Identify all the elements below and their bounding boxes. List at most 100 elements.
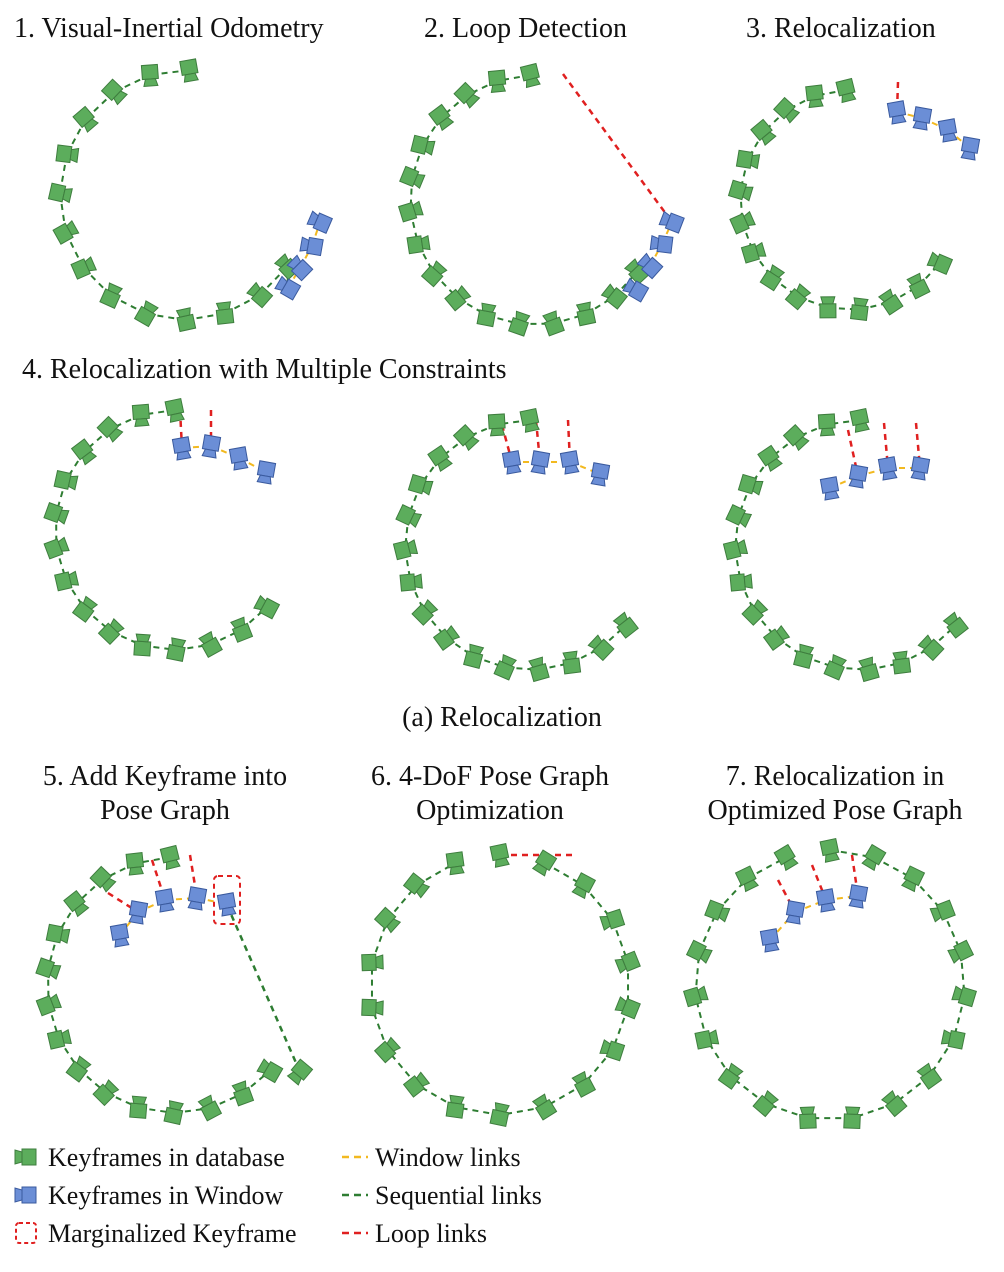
- keyframe-window-icon: [960, 136, 981, 161]
- keyframe-database-icon: [571, 1070, 597, 1098]
- keyframe-database-icon: [72, 105, 99, 133]
- keyframe-database-icon: [892, 650, 912, 675]
- keyframe-database-icon: [717, 1062, 744, 1090]
- keyframe-window-icon: [559, 450, 580, 475]
- keyframe-database-icon: [166, 637, 187, 662]
- keyframe-database-icon: [45, 923, 71, 944]
- keyframe-database-icon: [89, 865, 117, 893]
- keyframe-database-icon: [54, 570, 80, 592]
- legend-keyframes-database-label: Keyframes in database: [48, 1143, 285, 1172]
- keyframe-database-icon: [819, 296, 837, 319]
- keyframe-database-icon: [410, 134, 436, 156]
- keyframe-database-icon: [52, 219, 80, 245]
- keyframe-window-icon: [109, 923, 130, 948]
- keyframe-database-icon: [65, 1055, 92, 1083]
- keyframe-window-icon: [658, 210, 685, 234]
- keyframe-database-icon: [399, 573, 423, 592]
- keyframe-database-icon: [612, 611, 639, 639]
- keyframe-database-icon: [70, 256, 98, 280]
- keyframe-database-icon: [900, 865, 926, 893]
- panel-2-title: 2. Loop Detection: [424, 13, 627, 44]
- keyframe-database-icon: [397, 200, 424, 223]
- keyframe-window-icon: [228, 446, 249, 471]
- keyframe-database-icon: [575, 301, 597, 327]
- keyframe-database-icon: [599, 1039, 626, 1062]
- keyframe-database-icon: [562, 650, 582, 675]
- keyframe-database-icon: [940, 1029, 966, 1050]
- marginalized-keyframe-legend-icon: [15, 1222, 37, 1244]
- keyframe-database-icon: [487, 413, 506, 437]
- keyframe-database-icon: [571, 872, 597, 900]
- keyframe-database-icon: [392, 539, 419, 561]
- keyframe-database-icon: [587, 634, 615, 662]
- keyframe-database-icon: [163, 1100, 184, 1126]
- keyframe-database-icon: [427, 444, 453, 473]
- keyframe-window-icon: [785, 900, 806, 925]
- keyframe-database-icon: [432, 624, 461, 651]
- keyframe-database-icon: [286, 1058, 314, 1086]
- keyframe-database-icon: [175, 307, 197, 333]
- panel-6-title-line2: Optimization: [416, 795, 564, 826]
- legend-keyframes-window-label: Keyframes in Window: [48, 1181, 284, 1210]
- keyframe-database-icon: [819, 837, 840, 863]
- keyframe-database-icon: [197, 1094, 223, 1122]
- loop-link: [561, 73, 674, 223]
- keyframe-window-icon: [636, 252, 664, 280]
- keyframe-database-icon: [411, 598, 439, 626]
- keyframe-database-icon: [133, 633, 152, 657]
- keyframe-database-icon: [445, 1094, 465, 1119]
- keyframe-database-icon: [906, 272, 931, 300]
- keyframe-window-icon: [886, 100, 907, 125]
- keyframe-window-icon: [819, 476, 840, 501]
- keyframe-database-icon: [735, 149, 761, 170]
- sequential-link: [225, 904, 302, 1073]
- keyframe-database-icon: [850, 297, 869, 322]
- keyframe-window-icon: [14, 1186, 37, 1204]
- keyframe-database-icon: [230, 616, 254, 643]
- keyframe-database-icon: [133, 300, 159, 328]
- keyframe-database-icon: [685, 939, 713, 964]
- keyframe-window-icon: [937, 118, 958, 143]
- keyframe-window-icon: [649, 234, 674, 254]
- keyframe-database-icon: [734, 865, 760, 893]
- keyframe-window-icon: [128, 900, 149, 925]
- keyframe-database-icon: [46, 1029, 72, 1050]
- marginalized-keyframe-box: [213, 875, 241, 925]
- keyframe-window-icon: [848, 464, 869, 489]
- keyframe-database-icon: [727, 179, 754, 202]
- keyframe-database-icon: [951, 985, 977, 1008]
- keyframe-database-icon: [531, 849, 558, 877]
- keyframe-database-icon: [407, 473, 434, 496]
- keyframe-window-icon: [910, 456, 931, 481]
- keyframe-database-icon: [14, 1148, 37, 1166]
- keyframe-database-icon: [762, 624, 791, 651]
- panel-1-title: 1. Visual-Inertial Odometry: [14, 13, 324, 44]
- keyframe-database-icon: [947, 939, 975, 964]
- keyframe-database-icon: [793, 643, 815, 670]
- keyframe-database-icon: [858, 656, 880, 683]
- keyframe-database-icon: [453, 81, 481, 109]
- keyframe-database-icon: [125, 852, 145, 876]
- keyframe-database-icon: [729, 210, 756, 235]
- keyframes-layer: [35, 58, 981, 1130]
- keyframe-database-icon: [402, 872, 431, 899]
- keyframe-database-icon: [70, 438, 98, 466]
- keyframe-database-icon: [704, 899, 731, 923]
- keyframe-database-icon: [361, 998, 384, 1017]
- legend-loop-links-label: Loop links: [375, 1219, 487, 1248]
- keyframe-database-icon: [528, 656, 550, 683]
- loop-link: [107, 891, 139, 914]
- keyframe-database-icon: [542, 310, 565, 337]
- keyframe-database-icon: [231, 1080, 255, 1107]
- keyframe-database-icon: [729, 573, 753, 592]
- panel-4-title: 4. Relocalization with Multiple Constrai…: [22, 354, 507, 385]
- keyframe-database-icon: [737, 473, 764, 496]
- keyframe-database-icon: [43, 536, 70, 560]
- keyframe-database-icon: [773, 96, 801, 124]
- keyframe-database-icon: [489, 1102, 510, 1128]
- keyframe-window-icon: [299, 236, 324, 257]
- keyframe-database-icon: [531, 1093, 558, 1121]
- keyframe-database-icon: [452, 424, 480, 452]
- keyframe-database-icon: [519, 62, 541, 89]
